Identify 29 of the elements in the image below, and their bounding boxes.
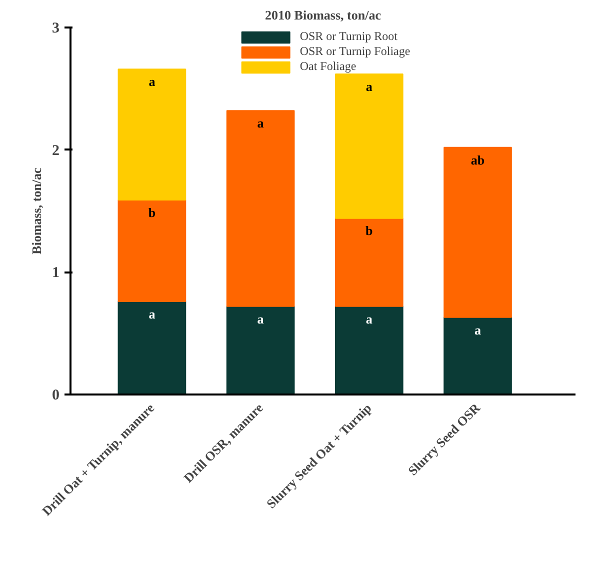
data-label: a [257,116,264,131]
data-label: b [366,223,373,238]
data-label: a [474,322,482,338]
bar [334,218,404,307]
data-label: a [366,311,373,326]
bar [118,301,186,394]
bar [334,306,404,394]
bar [118,68,186,200]
legend-label: OSR or Turnip Foliage [300,44,410,59]
data-label: a [366,78,373,94]
bar [226,110,295,307]
legend-label: OSR or Turnip Root [300,29,398,44]
y-tick-label: 3 [52,20,60,36]
bar [118,199,186,302]
data-label: a [148,74,156,89]
y-tick-label: 2 [52,142,60,159]
bar [444,316,512,394]
y-tick-label: 0 [52,388,60,404]
bar [444,146,512,318]
bar [226,306,295,394]
data-label: ab [470,152,485,168]
data-label: a [148,306,156,322]
y-axis-title: Biomass, ton/ac [29,167,44,254]
bar [334,73,404,219]
chart-title: 2010 Biomass, ton/ac [265,8,382,22]
legend-label: Oat Foliage [300,59,356,74]
data-label: b [148,204,156,220]
data-label: a [257,311,264,326]
y-tick-label: 1 [52,265,60,282]
